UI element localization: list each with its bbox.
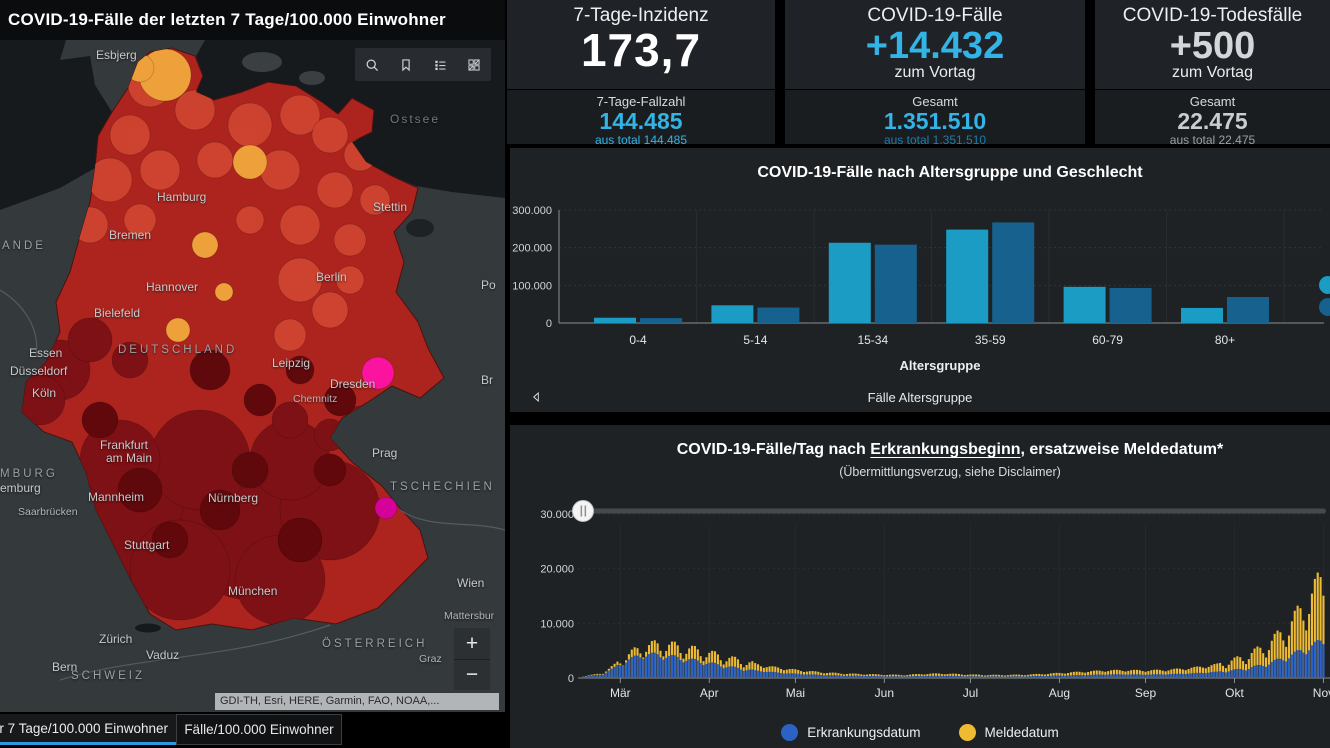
age-chart-title: COVID-19-Fälle nach Altersgruppe und Ges…: [757, 164, 1143, 181]
bottom-tabs: er 7 Tage/100.000 Einwohner Fälle/100.00…: [0, 712, 505, 748]
stat-title: COVID-19-Fälle: [867, 5, 1003, 26]
stat-bottom-total: aus total 144.485: [594, 133, 688, 148]
basemap-icon[interactable]: [461, 52, 487, 78]
chevron-left-icon[interactable]: [526, 387, 546, 407]
border-line: [0, 289, 38, 356]
svg-text:10.000: 10.000: [540, 618, 574, 630]
district-patches: [22, 48, 398, 626]
search-icon[interactable]: [359, 52, 385, 78]
stat-bottom-label: 7-Tage-Fallzahl: [596, 94, 686, 109]
svg-text:300.000: 300.000: [512, 205, 552, 217]
slider-handle[interactable]: [572, 500, 594, 522]
legend-label: Meldedatum: [984, 725, 1059, 740]
svg-text:Jul: Jul: [963, 686, 978, 700]
svg-text:35-59: 35-59: [975, 333, 1006, 347]
choropleth-map[interactable]: [0, 40, 505, 712]
tab-faelle-100000[interactable]: Fälle/100.000 Einwohner: [176, 714, 342, 745]
stat-title: COVID-19-Todesfälle: [1122, 5, 1303, 26]
time-range-slider[interactable]: [572, 500, 1327, 522]
svg-text:0-4: 0-4: [629, 333, 647, 347]
stat-sub: zum Vortag: [894, 63, 976, 81]
age-chart-footer: Fälle Altersgruppe: [867, 390, 973, 405]
danish-island: [242, 52, 282, 72]
map-title: COVID-19-Fälle der letzten 7 Tage/100.00…: [8, 10, 446, 29]
lake-constance: [135, 623, 161, 633]
legend-dot-icon: [781, 724, 799, 741]
svg-text:200.000: 200.000: [512, 243, 552, 255]
stat-value: +500: [1169, 25, 1256, 67]
svg-text:Okt: Okt: [1225, 686, 1244, 700]
danish-island: [299, 71, 325, 85]
legend-item-meldedatum[interactable]: Meldedatum: [958, 724, 1059, 741]
epi-chart-subtitle: (Übermittlungsverzug, siehe Disclaimer): [839, 465, 1061, 479]
daily-cases-chart: 30.000 20.000 10.000 0 Mär Apr Mai Jun Jul Aug Sep…: [540, 500, 1330, 700]
svg-text:60-79: 60-79: [1092, 333, 1123, 347]
map-canvas[interactable]: Esbjerg Ostsee Hamburg Stettin Bremen ANDE Han…: [0, 40, 505, 712]
stat-bottom-total: aus total 22.475: [1169, 133, 1256, 148]
map-attribution: GDI-TH, Esri, HERE, Garmin, FAO, NOAA,..…: [215, 693, 499, 710]
svg-text:0: 0: [568, 673, 574, 685]
svg-text:Sep: Sep: [1135, 686, 1157, 700]
svg-text:30.000: 30.000: [540, 509, 574, 521]
age-chart-xlabel: Altersgruppe: [899, 358, 981, 373]
legend-item-erkrankungsdatum[interactable]: Erkrankungsdatum: [781, 724, 921, 741]
epi-chart-legend: Erkrankungsdatum Meldedatum: [510, 724, 1330, 741]
bookmark-icon[interactable]: [393, 52, 419, 78]
map-panel: COVID-19-Fälle der letzten 7 Tage/100.00…: [0, 0, 505, 748]
stat-panel-covid-faelle: COVID-19-Fälle +14.432 zum Vortag Gesamt…: [785, 0, 1085, 147]
border-line: [59, 624, 331, 681]
stat-value: +14.432: [865, 25, 1005, 67]
svg-text:0: 0: [546, 318, 552, 330]
svg-text:Aug: Aug: [1049, 686, 1070, 700]
stat-bottom-label: Gesamt: [1189, 94, 1236, 109]
svg-text:Jun: Jun: [875, 686, 894, 700]
daily-cases-chart-panel: COVID-19-Fälle/Tag nach Erkrankungsbegin…: [510, 425, 1330, 748]
svg-text:5-14: 5-14: [743, 333, 767, 347]
north-sea: [0, 40, 112, 210]
svg-text:Apr: Apr: [700, 686, 719, 700]
svg-text:80+: 80+: [1215, 333, 1235, 347]
map-header: COVID-19-Fälle der letzten 7 Tage/100.00…: [0, 0, 505, 40]
legend-dot-icon: [958, 724, 976, 741]
zoom-in-button[interactable]: +: [454, 628, 490, 659]
svg-text:Mai: Mai: [786, 686, 805, 700]
stat-panel-todesfaelle: COVID-19-Todesfälle +500 zum Vortag Gesa…: [1095, 0, 1330, 147]
map-toolbar: [355, 48, 491, 81]
border-line: [399, 509, 505, 531]
zoom-out-button[interactable]: −: [454, 659, 490, 690]
legend-icon[interactable]: [427, 52, 453, 78]
stat-bottom-label: Gesamt: [912, 94, 958, 109]
svg-text:100.000: 100.000: [512, 280, 552, 292]
map-zoom-control: + −: [454, 628, 490, 690]
stat-bottom-total: aus total 1.351.510: [883, 133, 987, 148]
svg-text:Nov: Nov: [1313, 686, 1330, 700]
stat-panel-7-tage-inzidenz: 7-Tage-Inzidenz 173,7 7-Tage-Fallzahl 14…: [507, 0, 775, 147]
legend-label: Erkrankungsdatum: [807, 725, 921, 740]
stat-value: 173,7: [580, 24, 702, 76]
tab-faelle-7-tage[interactable]: er 7 Tage/100.000 Einwohner: [0, 714, 176, 745]
stat-sub: zum Vortag: [1172, 63, 1253, 81]
svg-text:Mär: Mär: [610, 686, 631, 700]
svg-text:15-34: 15-34: [857, 333, 888, 347]
lagoon: [406, 219, 434, 237]
age-gender-chart-panel: COVID-19-Fälle nach Altersgruppe und Ges…: [510, 148, 1330, 412]
stat-title: 7-Tage-Inzidenz: [573, 5, 709, 26]
stat-bottom-value: 1.351.510: [883, 108, 987, 134]
epi-chart-title: COVID-19-Fälle/Tag nach Erkrankungsbegin…: [676, 441, 1224, 458]
stat-bottom-value: 144.485: [599, 108, 683, 134]
age-gender-bar-chart: 300.000 200.000 100.000 0 0-4 5-14 15-34 35-59 6…: [512, 205, 1330, 347]
svg-text:20.000: 20.000: [540, 564, 574, 576]
stat-bottom-value: 22.475: [1177, 108, 1248, 134]
